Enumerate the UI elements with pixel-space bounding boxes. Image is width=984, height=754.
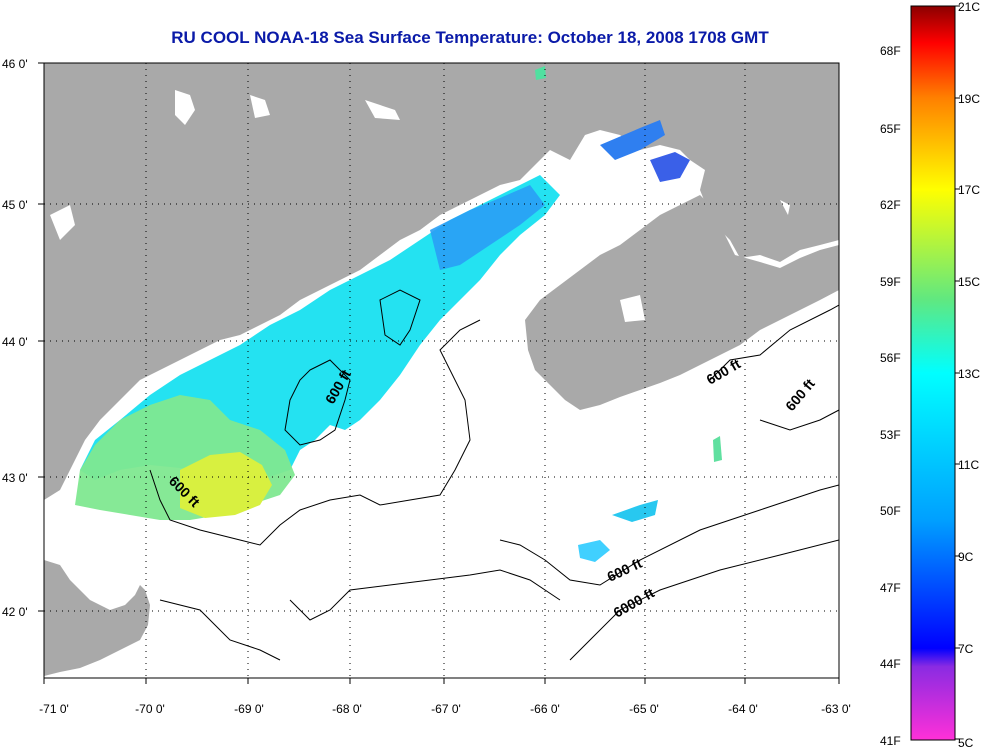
lat-label: 44 0' <box>2 335 28 349</box>
contour-6000 <box>569 539 839 661</box>
colorbar <box>910 5 956 741</box>
lon-label: -64 0' <box>728 702 758 716</box>
colorbar-label-c: 17C <box>958 183 980 197</box>
sst-patch-georges-1 <box>612 500 658 522</box>
colorbar-ticks <box>955 5 960 740</box>
lon-label: -63 0' <box>821 702 851 716</box>
colorbar-label-f: 44F <box>880 657 901 671</box>
sst-bay-of-fundy <box>600 120 665 160</box>
lat-label: 42 0' <box>2 605 28 619</box>
colorbar-label-f: 50F <box>880 504 901 518</box>
lake-3 <box>365 100 400 120</box>
contour-600-scotian-2 <box>759 409 839 431</box>
colorbar-label-f: 68F <box>880 44 901 58</box>
map-border <box>43 62 840 679</box>
land-mainland <box>44 63 839 500</box>
colorbar-label-f: 53F <box>880 428 901 442</box>
contour-600-inner <box>284 359 351 446</box>
colorbar-label-f: 47F <box>880 581 901 595</box>
colorbar-label-f: 56F <box>880 351 901 365</box>
lake-nova <box>620 295 645 322</box>
contour-600-south <box>159 599 281 661</box>
contour-600-gulf <box>149 319 481 546</box>
sst-band-blue <box>430 185 545 270</box>
colorbar-label-f: 65F <box>880 122 901 136</box>
lon-label: -71 0' <box>39 702 69 716</box>
colorbar-label-c: 13C <box>958 367 980 381</box>
colorbar-label-c: 9C <box>958 550 974 564</box>
lon-label: -68 0' <box>332 702 362 716</box>
map-title: RU COOL NOAA-18 Sea Surface Temperature:… <box>171 28 769 47</box>
tick-marks <box>38 62 840 684</box>
sst-patch-georges-2 <box>578 540 610 562</box>
land-nova-scotia <box>525 195 839 410</box>
lon-label: -70 0' <box>135 702 165 716</box>
colorbar-label-f: 62F <box>880 198 901 212</box>
colorbar-label-c: 19C <box>958 92 980 106</box>
lat-lon-grid <box>44 63 839 678</box>
sst-band-yellow <box>180 452 272 518</box>
colorbar-label-f: 59F <box>880 275 901 289</box>
contour-600-ne <box>379 289 421 346</box>
lat-label: 46 0' <box>2 57 28 71</box>
contour-600-scotian <box>709 304 839 381</box>
colorbar-label-c: 11C <box>958 458 979 472</box>
colorbar-label-c: 5C <box>958 736 974 750</box>
lon-label: -69 0' <box>234 702 264 716</box>
sst-minas <box>650 152 690 182</box>
land-massachusetts <box>44 560 150 676</box>
contour-600-georges <box>499 484 839 586</box>
contour-600-shelf <box>289 569 561 621</box>
lat-label: 45 0' <box>2 198 28 212</box>
sst-patch-east <box>713 436 722 462</box>
colorbar-label-c: 21C <box>958 0 980 14</box>
lon-label: -66 0' <box>530 702 560 716</box>
colorbar-label-c: 7C <box>958 642 974 656</box>
lake-1 <box>175 90 195 125</box>
lake-2 <box>250 95 270 118</box>
colorbar-label-f: 41F <box>880 734 901 748</box>
lake-4 <box>50 205 75 240</box>
sst-patch-north <box>535 66 546 80</box>
lon-label: -65 0' <box>629 702 659 716</box>
lon-label: -67 0' <box>431 702 461 716</box>
lat-label: 43 0' <box>2 471 28 485</box>
colorbar-label-c: 15C <box>958 275 980 289</box>
bathymetry-contours <box>149 289 839 661</box>
